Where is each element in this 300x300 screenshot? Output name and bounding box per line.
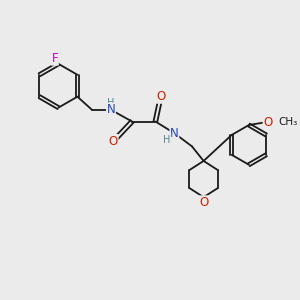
Text: O: O bbox=[157, 90, 166, 103]
Text: CH₃: CH₃ bbox=[279, 117, 298, 127]
Text: O: O bbox=[199, 196, 208, 209]
Text: F: F bbox=[52, 52, 58, 65]
Text: O: O bbox=[109, 135, 118, 148]
Text: H: H bbox=[107, 98, 115, 107]
Text: H: H bbox=[164, 135, 171, 145]
Text: N: N bbox=[106, 103, 116, 116]
Text: N: N bbox=[170, 127, 179, 140]
Text: O: O bbox=[263, 116, 272, 129]
